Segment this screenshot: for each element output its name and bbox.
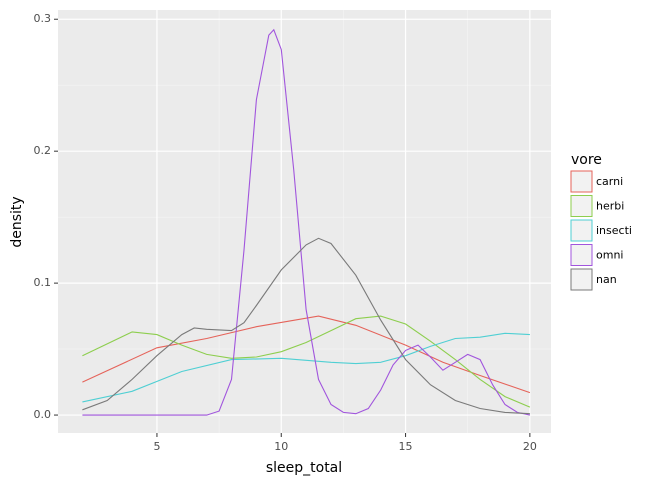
y-axis-label: density [9, 196, 25, 247]
density-line [82, 332, 530, 403]
density-line [82, 28, 531, 416]
density-line [82, 315, 531, 408]
x-tick-label: 10 [274, 440, 288, 453]
y-tick-label: 0.0 [34, 408, 52, 421]
legend-label: carni [596, 175, 623, 188]
legend-label: herbi [596, 200, 624, 213]
legend-label: omni [596, 249, 623, 262]
x-tick-label: 20 [523, 440, 537, 453]
density-line [82, 237, 530, 415]
x-tick-label: 15 [399, 440, 413, 453]
legend-key [570, 219, 593, 242]
y-tick-label: 0.2 [34, 144, 52, 157]
y-tick-label: 0.1 [34, 276, 52, 289]
density-line [82, 315, 531, 394]
legend-label: insecti [596, 224, 632, 237]
x-tick-label: 5 [153, 440, 160, 453]
legend-label: nan [596, 273, 617, 286]
legend-key [570, 268, 593, 291]
legend-key [570, 170, 593, 193]
legend-key [570, 244, 593, 266]
y-tick-label: 0.3 [34, 12, 52, 25]
panel [58, 10, 551, 433]
legend-title: vore [571, 152, 602, 168]
legend-key [570, 195, 593, 217]
x-axis-label: sleep_total [266, 460, 342, 476]
